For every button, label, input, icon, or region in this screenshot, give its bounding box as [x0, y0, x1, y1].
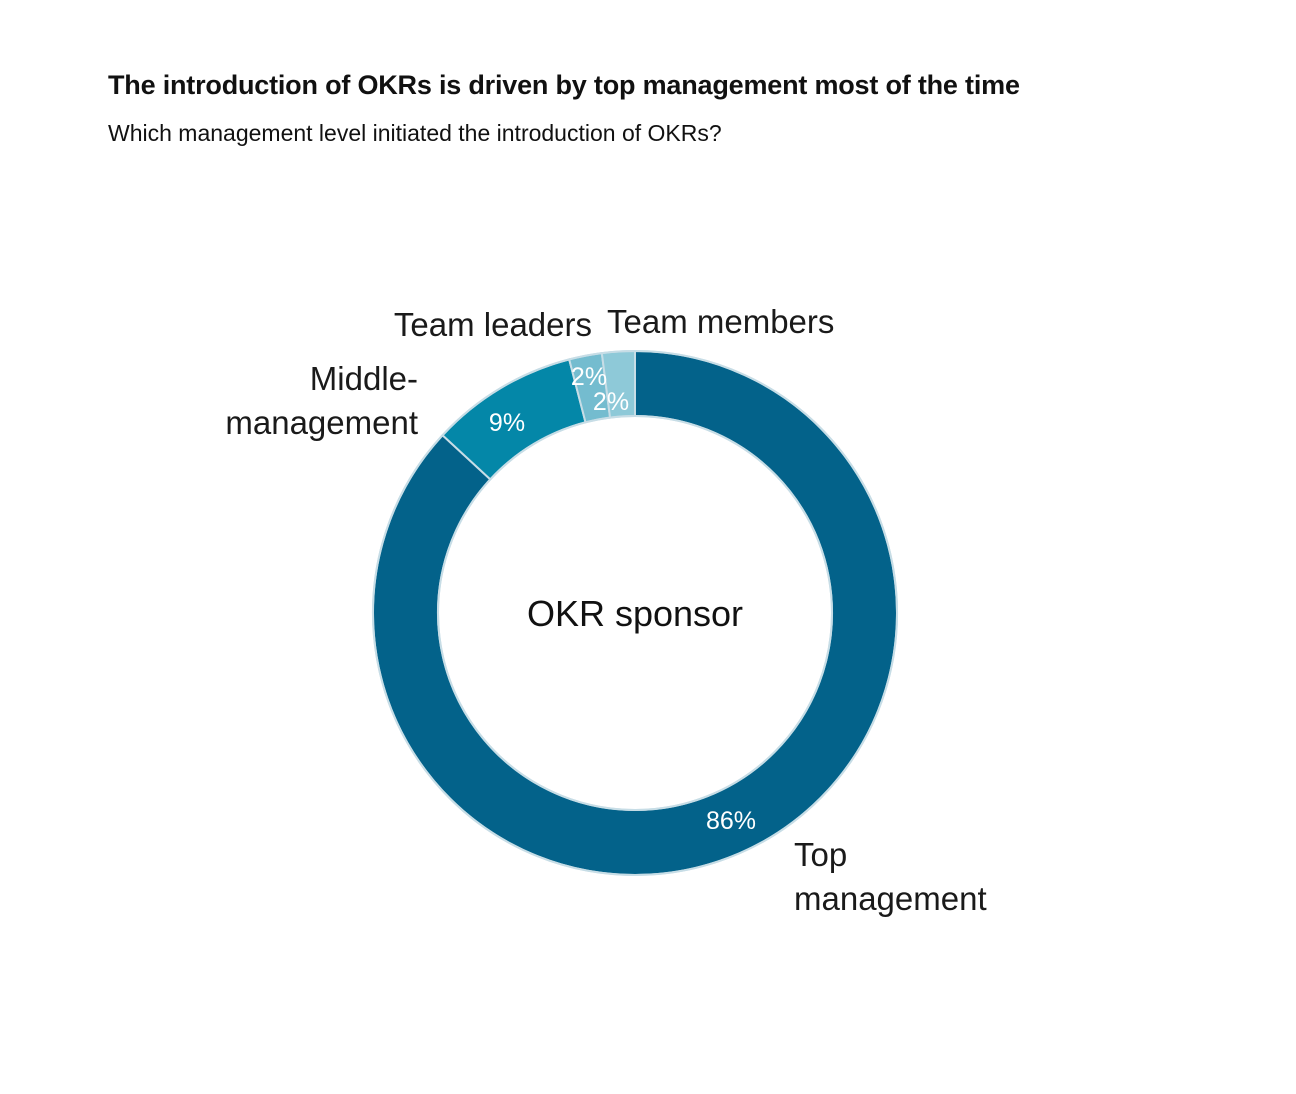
donut-outer-rim — [372, 350, 898, 876]
center-label: OKR sponsor — [527, 593, 743, 634]
category-label-line: Team members — [607, 303, 834, 340]
chart-title: The introduction of OKRs is driven by to… — [108, 70, 1020, 100]
donut-inner-rim — [437, 415, 833, 811]
category-label-line: Top — [794, 836, 847, 873]
category-label-line: Team leaders — [394, 306, 592, 343]
category-label-line: management — [225, 404, 418, 441]
chart-subtitle: Which management level initiated the int… — [108, 120, 722, 146]
category-label-team-leaders: Team leaders — [394, 306, 592, 343]
value-label-middle-management: 9% — [489, 409, 525, 437]
donut-slices — [372, 349, 898, 876]
category-label-top-management: Top management — [794, 836, 987, 917]
category-label-line: management — [794, 880, 987, 917]
value-label-top-management: 86% — [706, 807, 756, 835]
value-label-team-leaders: 2% — [571, 363, 607, 391]
value-label-team-members: 2% — [593, 388, 629, 416]
category-label-line: Middle- — [310, 360, 418, 397]
category-label-team-members: Team members — [607, 303, 834, 340]
category-label-middle-management: Middle-management — [225, 360, 418, 441]
value-labels: 86% 9% 2%2% — [489, 363, 756, 835]
